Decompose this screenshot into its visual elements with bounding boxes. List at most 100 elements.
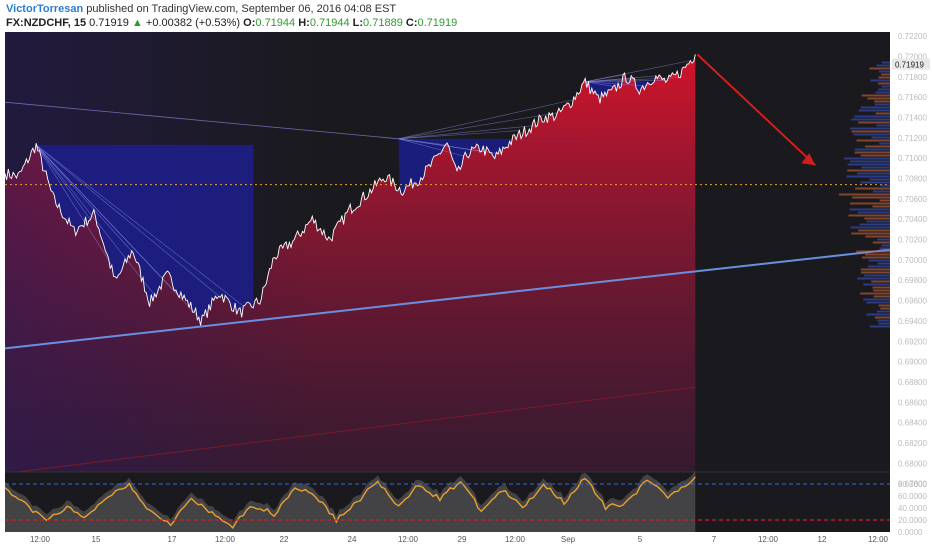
price-tick-label: 0.68400 — [898, 419, 927, 428]
fan-ray — [35, 144, 244, 307]
fan-ray — [584, 75, 656, 83]
time-tick-label: Sep — [561, 535, 576, 544]
price-tick-label: 0.67800 — [898, 480, 927, 489]
volume-profile-bar — [856, 139, 890, 142]
chart-area[interactable]: 0.72200 0.72000 0.71800 0.71600 0.71400 0.712… — [0, 32, 932, 550]
price-tick-label: 0.69400 — [898, 317, 927, 326]
volume-profile-bar — [860, 292, 890, 295]
time-tick-label: 7 — [712, 535, 717, 544]
time-tick-label: 5 — [638, 535, 643, 544]
volume-profile-bar — [863, 283, 890, 286]
volume-profile-bar — [844, 157, 890, 160]
symbol-label[interactable]: FX:NZDCHF, 15 — [6, 17, 87, 29]
volume-profile-bar — [874, 316, 890, 319]
high-label: H: — [298, 17, 310, 29]
price-tick-label: 0.71000 — [898, 154, 927, 163]
volume-profile-bar — [877, 238, 890, 241]
volume-profile-bar — [876, 124, 890, 127]
volume-profile-bar — [869, 325, 890, 328]
time-tick-label: 12:00 — [505, 535, 526, 544]
volume-profile-bar — [859, 223, 890, 226]
volume-profile-bar — [846, 175, 890, 178]
volume-profile-bar — [872, 205, 890, 208]
time-tick-label: 12 — [818, 535, 827, 544]
open-value: 0.71944 — [255, 17, 296, 29]
volume-profile-bar — [878, 322, 890, 325]
volume-profile-bar — [860, 106, 890, 109]
price-tick-label: 0.70600 — [898, 195, 927, 204]
volume-profile-bar — [850, 202, 890, 205]
price-tick-label: 0.69600 — [898, 297, 927, 306]
volume-profile-bar — [861, 271, 890, 274]
volume-profile-bar — [851, 118, 890, 121]
volume-profile-bar — [877, 319, 890, 322]
fan-ray — [35, 144, 134, 254]
volume-profile-bar — [881, 61, 890, 64]
oscillator-tick-label: 0.0000 — [898, 528, 923, 537]
author-link[interactable]: VictorTorresan — [6, 3, 84, 15]
volume-profile-bar — [863, 298, 890, 301]
volume-profile-bar — [877, 262, 890, 265]
volume-profile-bar — [848, 214, 890, 217]
time-tick-label: 15 — [92, 535, 101, 544]
volume-profile-bar — [849, 208, 890, 211]
chart-header: VictorTorresan published on TradingView.… — [0, 0, 932, 32]
volume-profile-bar — [861, 256, 890, 259]
volume-profile-bar — [854, 148, 890, 151]
fan-ray — [584, 60, 691, 83]
current-price-label: 0.71919 — [895, 61, 924, 70]
price-tick-label: 0.70800 — [898, 174, 927, 183]
ascending-trendline — [4, 248, 891, 350]
price-change: +0.00382 (+0.53%) — [145, 17, 241, 29]
volume-profile-bar — [867, 97, 890, 100]
volume-profile-bar — [879, 142, 890, 145]
fan-ray — [398, 112, 558, 140]
volume-profile-bar — [858, 121, 890, 124]
volume-profile-bar — [868, 259, 890, 262]
volume-profile-bar — [881, 244, 890, 247]
volume-profile-bar — [858, 109, 890, 112]
volume-profile-bar — [872, 190, 890, 193]
price-tick-label: 0.72200 — [898, 32, 927, 41]
volume-profile-bar — [847, 163, 890, 166]
fan-ray — [584, 77, 679, 83]
volume-profile-bar — [866, 220, 890, 223]
volume-profile-bar — [858, 229, 890, 232]
fan-ray — [35, 144, 91, 220]
volume-profile-bar — [880, 307, 890, 310]
volume-profile-bar — [866, 313, 890, 316]
price-tick-label: 0.68000 — [898, 459, 927, 468]
price-tick-label: 0.68800 — [898, 378, 927, 387]
fan-ray — [584, 81, 614, 87]
time-tick-label: 12:00 — [868, 535, 889, 544]
fan-ray — [35, 144, 200, 318]
price-tick-label: 0.70000 — [898, 256, 927, 265]
volume-profile-bar — [852, 196, 890, 199]
volume-profile-bar — [856, 172, 890, 175]
volume-profile-bar — [855, 187, 890, 190]
volume-profile-bar — [861, 94, 890, 97]
volume-profile-bar — [847, 169, 890, 172]
price-tick-label: 0.70400 — [898, 215, 927, 224]
fan-region-1 — [398, 138, 585, 196]
fan-ray — [398, 98, 576, 140]
volume-profile-bar — [881, 85, 890, 88]
oscillator-shadow-area — [5, 470, 696, 532]
time-tick-label: 17 — [168, 535, 177, 544]
price-chart[interactable]: 0.72200 0.72000 0.71800 0.71600 0.71400 0.712… — [0, 32, 932, 550]
volume-profile-bar — [861, 166, 890, 169]
volume-profile-bar — [869, 178, 890, 181]
volume-profile-bar — [865, 253, 890, 256]
volume-profile-bar — [864, 217, 890, 220]
published-text: published on TradingView.com, September … — [86, 3, 397, 15]
volume-profile-bar — [854, 151, 890, 154]
fan-ray — [35, 144, 221, 298]
fan-ray — [35, 144, 113, 266]
forecast-arrow-line — [696, 53, 816, 166]
volume-profile-bar — [878, 88, 890, 91]
volume-profile-bar — [871, 280, 890, 283]
price-tick-label: 0.71600 — [898, 93, 927, 102]
volume-profile-bar — [857, 277, 890, 280]
fan-ray — [398, 138, 464, 157]
volume-profile-bar — [878, 76, 890, 79]
